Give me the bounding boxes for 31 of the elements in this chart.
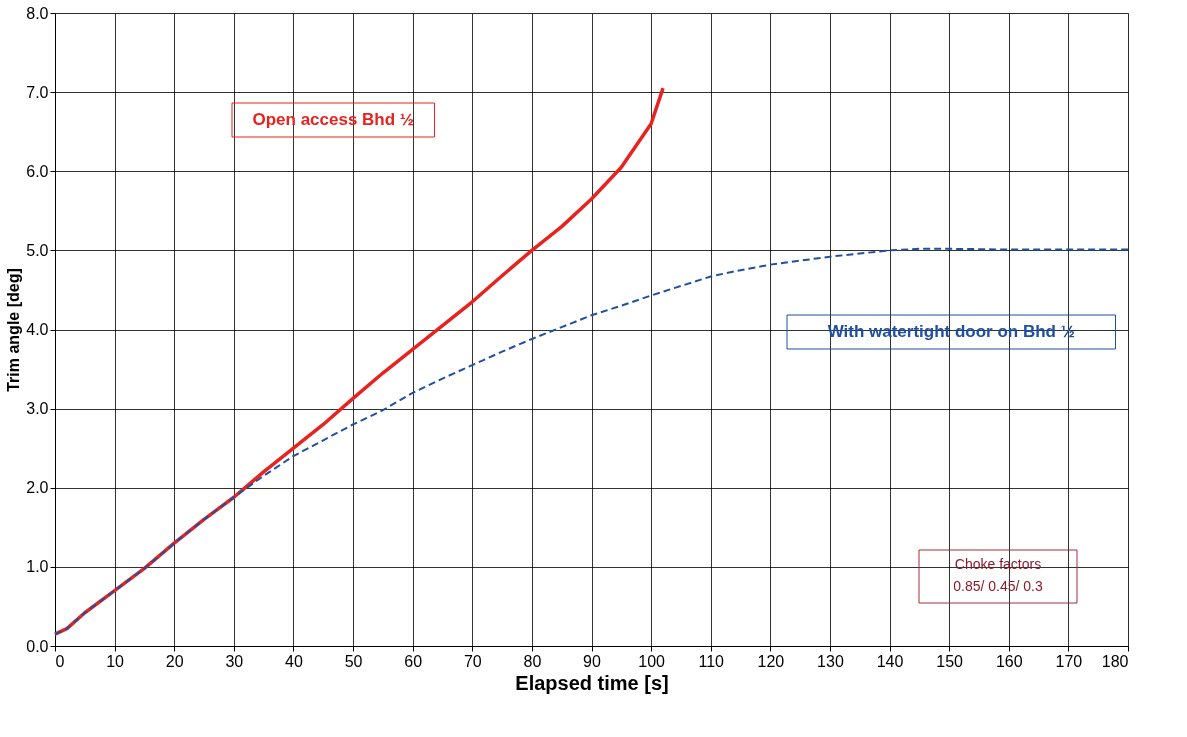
x-tick-label: 140 [876, 652, 904, 670]
x-tick-label: 170 [1055, 652, 1083, 670]
x-tick-label: 160 [995, 652, 1023, 670]
y-tick-label: 0.0 [26, 637, 49, 655]
x-tick-label: 50 [344, 652, 363, 670]
y-tick-label: 3.0 [26, 400, 49, 418]
y-tick-label: 1.0 [26, 558, 49, 576]
x-tick-label: 180 [1101, 652, 1129, 670]
y-tick-label: 4.0 [26, 321, 49, 338]
y-tick-label: 2.0 [26, 479, 49, 497]
y-tick-label: 6.0 [26, 162, 49, 180]
y-axis-title: Trim angle [deg] [5, 268, 23, 392]
x-tick-label: 150 [936, 652, 964, 670]
x-tick-label: 10 [106, 652, 125, 670]
x-tick-label: 20 [165, 652, 184, 670]
x-tick-label: 80 [523, 652, 542, 670]
x-tick-label: 70 [463, 652, 482, 670]
y-tick-label: 5.0 [26, 241, 49, 259]
x-axis-title: Elapsed time [s] [515, 671, 669, 694]
x-tick-label: 30 [225, 652, 244, 670]
y-tick-label: 8.0 [26, 4, 49, 22]
x-tick-label: 120 [757, 652, 785, 670]
x-tick-label: 110 [698, 652, 725, 670]
x-tick-label: 40 [285, 652, 303, 670]
x-tick-label: 100 [638, 652, 666, 670]
x-tick-label: 0 [55, 652, 65, 670]
x-tick-label: 90 [583, 652, 601, 670]
y-tick-label: 7.0 [26, 83, 49, 101]
x-tick-label: 130 [817, 652, 844, 670]
x-tick-label: 60 [404, 652, 423, 670]
line-series [54, 247, 1129, 636]
